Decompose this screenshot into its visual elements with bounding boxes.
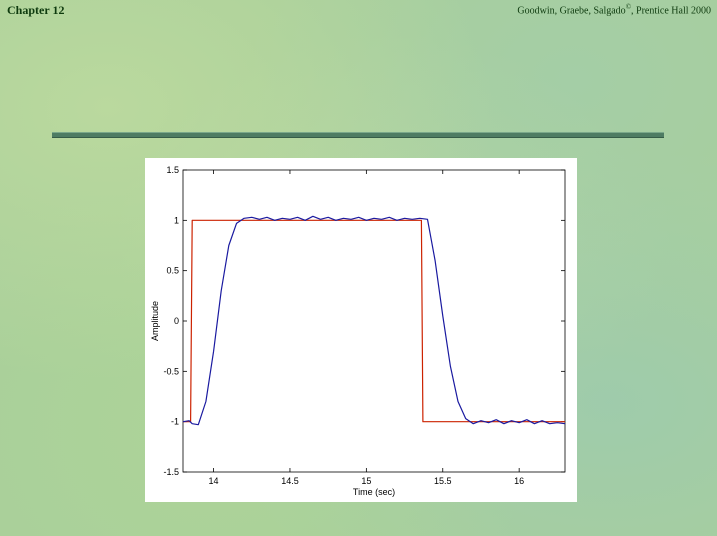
plot-area [182,169,566,473]
credit-authors: Goodwin, Graebe, Salgado [517,5,626,17]
y-tick-label: -1.5 [163,467,179,477]
chapter-title: Chapter 12 [7,3,65,17]
x-tick-label: 14 [209,476,219,486]
divider-rule [52,132,664,138]
x-tick-label: 15 [361,476,371,486]
y-tick-label: 1 [174,215,179,225]
y-tick-label: 1.5 [166,165,179,175]
y-tick-label: 0.5 [166,266,179,276]
y-tick-label: -0.5 [163,366,179,376]
y-tick-label: -1 [171,417,179,427]
x-tick-label: 14.5 [281,476,299,486]
y-tick-label: 0 [174,316,179,326]
x-tick-label: 16 [514,476,524,486]
credit-line: Goodwin, Graebe, Salgado©, Prentice Hall… [517,3,711,16]
step-response-chart: 14 14.5 15 15.5 16 -1.5 -1 -0.5 0 0.5 1 1.5 Time (s… [150,165,566,497]
x-tick-label: 15.5 [434,476,452,486]
credit-publisher: , Prentice Hall 2000 [631,5,711,17]
y-axis-label: Amplitude [150,301,160,341]
response-line [182,215,566,426]
chart-panel: 14 14.5 15 15.5 16 -1.5 -1 -0.5 0 0.5 1 1.5 Time (s… [145,158,577,502]
x-axis-label: Time (sec) [353,487,395,497]
copyright-mark: © [625,3,632,11]
